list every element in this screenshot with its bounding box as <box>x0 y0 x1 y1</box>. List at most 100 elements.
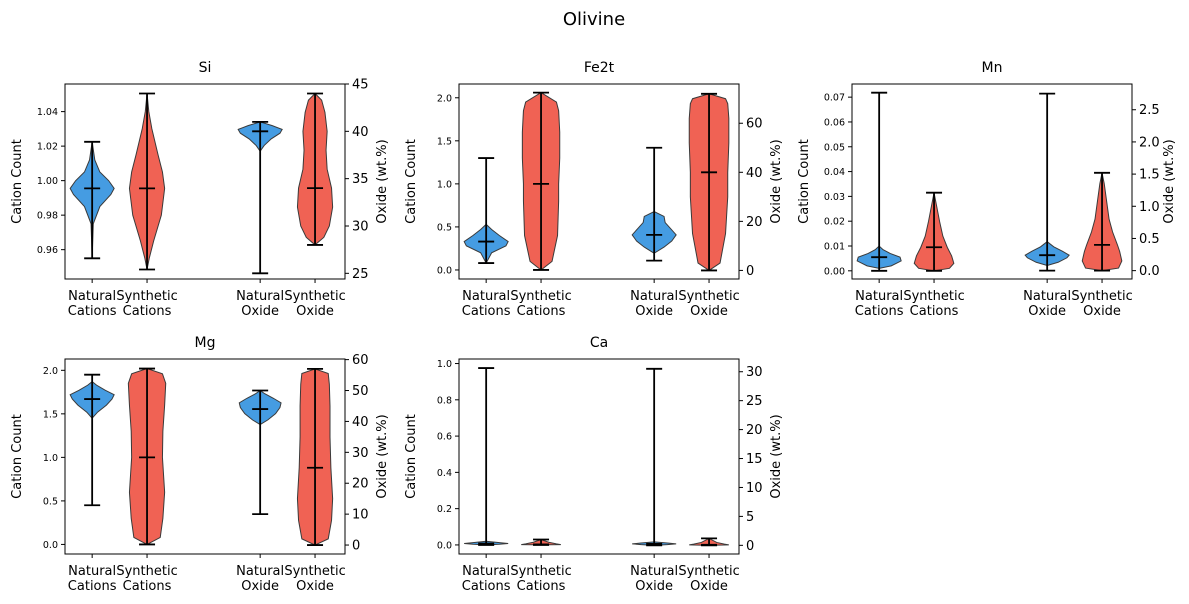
x-tick-label: Natural Cations <box>855 289 904 319</box>
x-tick-label: Natural Oxide <box>1023 289 1071 319</box>
x-tick-label: Synthetic Cations <box>903 289 964 319</box>
right-tick-label: 25 <box>352 267 369 282</box>
right-tick-label: 20 <box>746 215 763 230</box>
right-tick-label: 1.0 <box>1139 200 1160 215</box>
axes-frame <box>64 358 346 555</box>
right-tick-label: 15 <box>746 452 763 467</box>
left-tick-label: 0.96 <box>37 245 58 256</box>
left-tick-label: 1.0 <box>43 453 58 464</box>
left-tick-label: 0.0 <box>437 540 452 551</box>
right-tick-label: 20 <box>746 423 763 438</box>
left-axis-label: Cation Count <box>797 139 812 224</box>
panel-title: Mg <box>195 335 216 351</box>
panel-mg: Mg 0.0 0.5 1.0 1.5 2.0 0 10 20 30 40 50 60 Cation Cou… <box>10 335 390 594</box>
right-tick-label: 10 <box>352 508 369 523</box>
left-tick-label: 0.01 <box>824 242 845 253</box>
panel-title: Fe2t <box>584 60 615 76</box>
right-tick-label: 5 <box>746 510 754 525</box>
right-tick-label: 60 <box>746 117 763 132</box>
right-tick-label: 2.5 <box>1139 103 1160 118</box>
figure-title: Olivine <box>563 9 625 30</box>
right-tick-label: 10 <box>746 481 763 496</box>
x-tick-label: Natural Oxide <box>630 289 678 319</box>
left-tick-label: 0.5 <box>437 222 452 233</box>
left-tick-label: 1.02 <box>37 142 58 153</box>
right-tick-label: 0 <box>746 264 754 279</box>
x-tick-label: Synthetic Cations <box>116 289 177 319</box>
right-tick-label: 30 <box>352 446 369 461</box>
right-tick-label: 0 <box>352 539 360 554</box>
left-tick-label: 0.2 <box>437 504 452 515</box>
right-tick-label: 60 <box>352 353 369 368</box>
x-tick-label: Synthetic Oxide <box>284 289 345 319</box>
left-tick-label: 0.8 <box>437 395 452 406</box>
left-tick-label: 2.0 <box>43 366 58 377</box>
panels: Si 0.96 0.98 1.0 0 1.02 1.04 25 30 35 40 45 Cation C… <box>10 60 1177 594</box>
left-axis-label: Cation Count <box>10 139 25 224</box>
panel-title: Mn <box>982 60 1003 76</box>
right-tick-label: 30 <box>352 219 369 234</box>
left-tick-label: 0.02 <box>824 217 845 228</box>
right-tick-label: 35 <box>352 172 369 187</box>
left-tick-label: 0.04 <box>824 167 845 178</box>
x-tick-label: Synthetic Cations <box>116 564 177 594</box>
x-tick-label: Synthetic Cations <box>510 289 571 319</box>
right-axis-label: Oxide (wt.%) <box>375 139 390 223</box>
x-tick-label: Synthetic Cations <box>510 564 571 594</box>
right-tick-label: 25 <box>746 394 763 409</box>
left-tick-label: 1.0 <box>437 359 452 370</box>
right-tick-label: 40 <box>746 166 763 181</box>
x-tick-label: Natural Cations <box>462 289 511 319</box>
panel-title: Ca <box>590 335 608 351</box>
left-tick-label: 1.5 <box>43 409 58 420</box>
x-tick-label: Synthetic Oxide <box>678 289 739 319</box>
right-tick-label: 0.0 <box>1139 264 1160 279</box>
axes-frame <box>851 83 1133 280</box>
left-tick-label: 0.06 <box>824 117 845 128</box>
left-tick-label: 0.5 <box>43 496 58 507</box>
right-axis-label: Oxide (wt.%) <box>769 414 784 498</box>
right-tick-label: 45 <box>352 78 369 93</box>
axes-frame <box>458 358 740 555</box>
left-tick-label: 0.0 <box>437 265 452 276</box>
left-tick-label: 0.6 <box>437 432 452 443</box>
right-tick-label: 0.5 <box>1139 232 1160 247</box>
left-tick-label: 0.07 <box>824 93 845 104</box>
x-tick-label: Natural Oxide <box>236 289 284 319</box>
x-tick-label: Natural Oxide <box>236 564 284 594</box>
panel-mn: Mn 0.00 0.01 0.02 0.03 0.04 0.05 0.06 0.07 0.0 0.5… <box>797 60 1177 319</box>
right-tick-label: 50 <box>352 384 369 399</box>
right-tick-label: 40 <box>352 415 369 430</box>
left-axis-label: Cation Count <box>404 139 419 224</box>
panel-title: Si <box>199 60 212 76</box>
x-tick-label: Natural Cations <box>462 564 511 594</box>
x-tick-label: Natural Oxide <box>630 564 678 594</box>
right-tick-label: 30 <box>746 365 763 380</box>
left-tick-label: 2.0 <box>437 93 452 104</box>
axes-frame <box>458 83 740 280</box>
left-tick-label: 1.0 <box>437 179 452 190</box>
left-tick-label: 0.4 <box>437 468 452 479</box>
left-tick-label: 0.00 <box>824 266 845 277</box>
left-tick-label: 1.04 <box>37 107 58 118</box>
right-axis-label: Oxide (wt.%) <box>1162 139 1177 223</box>
axes-frame <box>64 83 346 280</box>
right-axis-label: Oxide (wt.%) <box>375 414 390 498</box>
left-tick-label: 0.03 <box>824 192 845 203</box>
right-axis-label: Oxide (wt.%) <box>769 139 784 223</box>
x-tick-label: Synthetic Oxide <box>1071 289 1132 319</box>
x-tick-label: Natural Cations <box>68 564 117 594</box>
left-tick-label: 0.98 <box>37 211 58 222</box>
right-tick-label: 2.0 <box>1139 135 1160 150</box>
right-tick-label: 20 <box>352 477 369 492</box>
left-axis-label: Cation Count <box>404 414 419 499</box>
x-tick-label: Synthetic Oxide <box>284 564 345 594</box>
x-tick-label: Synthetic Oxide <box>678 564 739 594</box>
right-tick-label: 1.5 <box>1139 168 1160 183</box>
left-tick-label: 0.05 <box>824 142 845 153</box>
right-tick-label: 40 <box>352 125 369 140</box>
left-axis-label: Cation Count <box>10 414 25 499</box>
x-tick-label: Natural Cations <box>68 289 117 319</box>
panel-ca: Ca 0.0 0.2 0.4 0.6 0.8 1.0 0 5 10 15 20 25 30 Cation C… <box>404 335 784 594</box>
